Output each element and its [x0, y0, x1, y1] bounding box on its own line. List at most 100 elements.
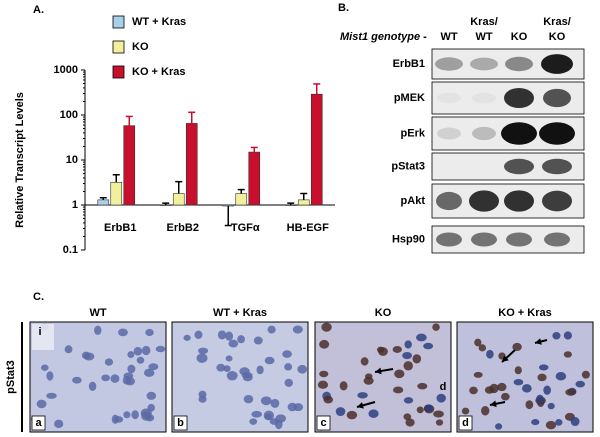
- micrograph: [456, 321, 594, 433]
- nucleus: [253, 336, 263, 345]
- error-bar: [287, 202, 295, 205]
- legend-swatch: [112, 40, 125, 54]
- nucleus: [581, 370, 590, 379]
- nucleus: [436, 393, 446, 403]
- error-bar: [224, 206, 232, 227]
- annotation: i: [38, 326, 41, 338]
- blot-band: [504, 158, 534, 175]
- nucleus: [319, 339, 330, 349]
- arrow-head: [490, 400, 497, 408]
- nucleus: [292, 325, 303, 334]
- lane-label: WT: [475, 31, 492, 43]
- nucleus: [363, 376, 374, 385]
- nucleus: [264, 356, 275, 365]
- legend-swatch: [112, 15, 125, 29]
- blot-band: [505, 56, 533, 72]
- nucleus: [81, 351, 91, 360]
- lane-label: KO: [511, 31, 528, 43]
- nucleus: [404, 340, 412, 349]
- nucleus: [110, 374, 120, 383]
- nucleus: [547, 402, 555, 410]
- panel-title: WT: [89, 307, 106, 319]
- nucleus: [552, 332, 561, 340]
- legend-swatch: [112, 65, 125, 79]
- blot-band: [435, 57, 463, 71]
- nucleus: [538, 364, 549, 371]
- bar: [248, 151, 261, 206]
- nucleus: [143, 368, 155, 377]
- nucleus: [484, 386, 495, 394]
- nucleus: [243, 395, 254, 404]
- letter-box: [173, 415, 188, 431]
- arrow-head: [375, 367, 382, 375]
- nucleus: [537, 373, 547, 382]
- lane-label: Kras/: [470, 16, 498, 28]
- nucleus: [473, 371, 483, 378]
- panel-label: C.: [33, 291, 44, 303]
- bar: [172, 193, 185, 206]
- nucleus: [198, 390, 207, 399]
- blot-band: [542, 190, 572, 212]
- nucleus: [197, 347, 209, 355]
- bar: [310, 93, 323, 206]
- nucleus: [239, 367, 250, 376]
- nucleus: [284, 378, 293, 387]
- nucleus: [416, 333, 427, 342]
- y-tick-label: 10: [66, 154, 78, 166]
- bar: [110, 181, 123, 206]
- nucleus: [127, 364, 136, 374]
- nucleus: [514, 366, 522, 375]
- blot-band: [469, 190, 499, 212]
- nucleus: [54, 419, 64, 429]
- blot-band: [471, 232, 497, 247]
- nucleus: [412, 354, 422, 364]
- micrograph: [314, 321, 452, 433]
- nucleus: [368, 409, 379, 418]
- legend-label: KO + Kras: [132, 66, 186, 78]
- nucleus: [405, 418, 415, 427]
- nucleus: [226, 370, 238, 381]
- panel-label: A.: [33, 4, 44, 16]
- blot-band: [541, 54, 573, 74]
- arrow-head: [357, 402, 364, 409]
- nucleus: [123, 372, 134, 380]
- nucleus: [196, 353, 208, 363]
- letter-box: [316, 415, 331, 431]
- nucleus: [432, 323, 440, 331]
- nucleus: [403, 397, 414, 404]
- nucleus: [403, 413, 412, 421]
- panel-title: WT + Kras: [213, 307, 267, 319]
- nucleus: [435, 419, 444, 426]
- nucleus: [531, 419, 540, 426]
- protein-label: pMEK: [394, 92, 425, 104]
- nucleus: [267, 325, 276, 334]
- blot-band: [472, 92, 496, 104]
- nucleus: [270, 398, 280, 408]
- lane-label: Kras/: [543, 16, 571, 28]
- nucleus: [402, 351, 413, 360]
- nucleus: [417, 382, 428, 390]
- x-tick-label: TGFα: [231, 222, 260, 234]
- bar: [185, 123, 198, 206]
- nucleus: [392, 386, 404, 394]
- nucleus: [146, 391, 157, 400]
- error-bar: [250, 146, 258, 153]
- nucleus: [481, 405, 490, 416]
- nucleus: [225, 355, 233, 362]
- panel-label: B.: [338, 2, 349, 14]
- blot-band: [436, 232, 462, 247]
- protein-label: pErk: [401, 127, 426, 139]
- nucleus: [140, 408, 152, 418]
- protein-label: Hsp90: [392, 233, 425, 245]
- error-bar: [188, 111, 196, 124]
- nucleus: [274, 419, 283, 430]
- blot-band: [506, 232, 532, 247]
- nucleus: [256, 365, 264, 375]
- nucleus: [357, 392, 368, 399]
- nucleus: [94, 325, 102, 335]
- nucleus: [394, 369, 405, 379]
- tissue: [314, 321, 452, 433]
- nucleus: [72, 376, 82, 384]
- nucleus: [339, 381, 348, 391]
- nucleus: [260, 396, 272, 406]
